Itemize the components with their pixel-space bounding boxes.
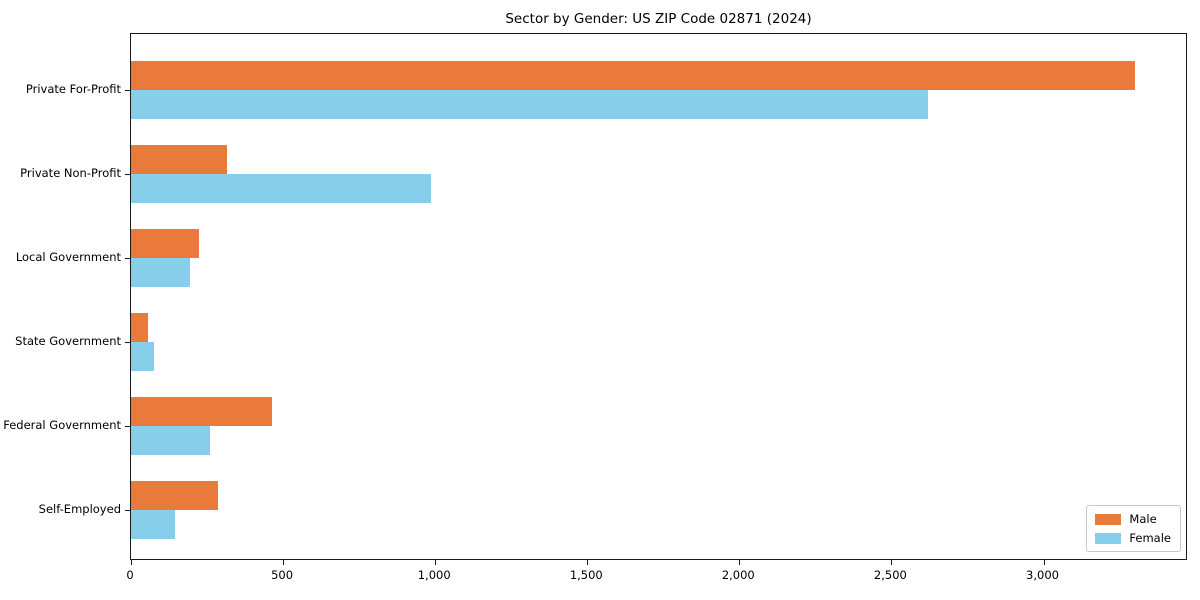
y-axis-label: Self-Employed <box>38 502 121 516</box>
bar-female <box>131 342 154 371</box>
x-axis-tick <box>891 560 893 565</box>
bar-female <box>131 90 928 119</box>
y-axis-label: Private Non-Profit <box>20 166 121 180</box>
y-axis-tick <box>125 174 130 175</box>
x-axis-tick-label: 500 <box>271 568 294 582</box>
legend-label-female: Female <box>1129 531 1171 545</box>
chart-title: Sector by Gender: US ZIP Code 02871 (202… <box>505 11 812 27</box>
y-axis-tick <box>125 258 130 259</box>
bar-male <box>131 61 1135 90</box>
x-axis-tick-label: 2,500 <box>873 568 907 582</box>
legend-swatch-male <box>1095 513 1122 525</box>
bar-male <box>131 145 227 174</box>
x-axis-tick-label: 1,000 <box>417 568 451 582</box>
y-axis-label: Local Government <box>15 250 121 264</box>
y-axis-label: State Government <box>15 334 121 348</box>
x-axis-tick-label: 2,000 <box>721 568 755 582</box>
legend-swatch-female <box>1095 532 1122 544</box>
x-axis-tick <box>435 560 437 565</box>
bar-female <box>131 510 176 539</box>
x-axis-tick <box>1043 560 1045 565</box>
plot-area: Male Female <box>125 33 1187 565</box>
y-axis-label: Private For-Profit <box>25 82 121 96</box>
y-axis-label: Federal Government <box>3 418 121 432</box>
y-axis-tick <box>125 510 130 511</box>
bar-female <box>131 258 191 287</box>
legend: Male Female <box>1086 505 1181 552</box>
x-axis-tick <box>131 560 132 565</box>
legend-label-male: Male <box>1129 512 1157 526</box>
x-axis-tick-label: 3,000 <box>1026 568 1059 582</box>
x-axis-tick-label: 0 <box>126 568 134 582</box>
bar-male <box>131 481 218 510</box>
x-axis-tick <box>283 560 285 565</box>
legend-entry-male: Male <box>1095 512 1171 526</box>
legend-entry-female: Female <box>1095 531 1171 545</box>
x-axis-tick <box>739 560 741 565</box>
x-axis-tick <box>587 560 589 565</box>
bar-male <box>131 397 273 426</box>
y-axis-tick <box>125 90 130 91</box>
y-axis-tick <box>125 426 130 427</box>
x-axis-tick-label: 1,500 <box>569 568 603 582</box>
bar-male <box>131 229 200 258</box>
bar-male <box>131 313 148 342</box>
bar-female <box>131 426 211 455</box>
bar-female <box>131 174 431 203</box>
y-axis-tick <box>125 342 130 343</box>
